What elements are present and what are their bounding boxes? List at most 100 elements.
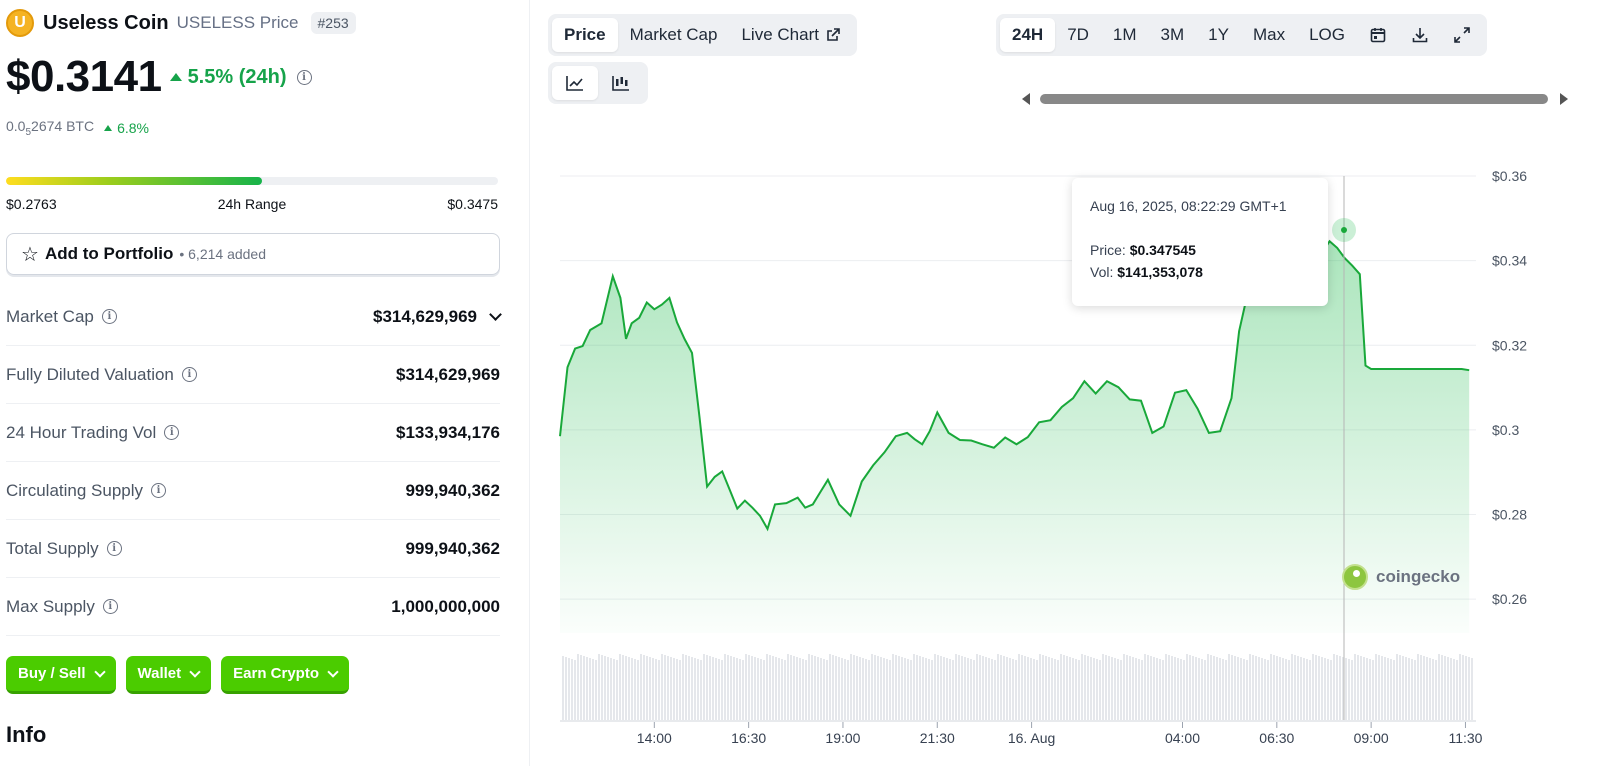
buy-sell-button[interactable]: Buy / Sell — [6, 656, 116, 694]
tab-live-chart[interactable]: Live Chart — [729, 18, 852, 52]
info-icon[interactable]: i — [181, 367, 197, 382]
volume-bar — [1354, 654, 1356, 720]
info-icon[interactable]: i — [164, 425, 180, 440]
volume-bar — [1183, 660, 1185, 720]
info-icon[interactable]: i — [296, 69, 312, 85]
volume-bar — [757, 658, 759, 720]
add-to-portfolio-button[interactable]: ☆ Add to Portfolio • 6,214 added — [6, 233, 500, 275]
volume-bar — [667, 656, 669, 720]
volume-bar — [613, 659, 615, 720]
chart-scrollbar[interactable] — [1022, 92, 1568, 105]
volume-bar — [1264, 659, 1266, 720]
range-7d-button[interactable]: 7D — [1067, 25, 1089, 44]
volume-bar — [1045, 656, 1047, 720]
volume-bar — [571, 659, 573, 720]
volume-bar — [1189, 655, 1191, 720]
volume-bar — [1123, 654, 1125, 720]
range-24h-button[interactable]: 24H — [1000, 18, 1056, 52]
wallet-button[interactable]: Wallet — [125, 656, 212, 694]
volume-bar — [1057, 660, 1059, 720]
info-icon[interactable]: i — [102, 599, 118, 614]
volume-bar — [871, 654, 873, 720]
volume-bar — [865, 659, 867, 720]
earn-crypto-button[interactable]: Earn Crypto — [221, 656, 350, 694]
tab-price[interactable]: Price — [552, 18, 618, 52]
volume-bar — [1240, 658, 1242, 720]
range-1y-button[interactable]: 1Y — [1208, 25, 1229, 44]
tab-market-cap[interactable]: Market Cap — [629, 25, 718, 44]
volume-bar — [814, 656, 816, 720]
volume-bar — [781, 659, 783, 720]
coin-info-panel: U Useless Coin USELESS Price #253 $0.314… — [0, 0, 530, 766]
stat-label: Max Supply — [6, 596, 95, 616]
volume-bar — [694, 658, 696, 720]
volume-bar — [1450, 658, 1452, 720]
volume-bar — [1351, 660, 1353, 720]
volume-bar — [1207, 654, 1209, 720]
info-icon[interactable]: i — [106, 541, 122, 556]
volume-bar — [1021, 655, 1023, 720]
download-button[interactable] — [1399, 18, 1441, 52]
fullscreen-icon — [1454, 27, 1470, 43]
y-tick-label: $0.34 — [1492, 253, 1527, 269]
volume-bar — [565, 657, 567, 720]
volume-bar — [829, 654, 831, 720]
scroll-right-arrow-icon[interactable] — [1560, 93, 1568, 105]
up-arrow-icon — [169, 73, 182, 81]
volume-bar — [1399, 655, 1401, 720]
stat-row-total-supply: Total Supply i 999,940,362 — [6, 520, 500, 578]
log-scale-button[interactable]: LOG — [1309, 25, 1345, 44]
volume-bar — [955, 654, 957, 720]
range-3m-button[interactable]: 3M — [1160, 25, 1185, 44]
volume-bar — [1303, 658, 1305, 720]
volume-bar — [919, 656, 921, 720]
volume-bar — [1192, 656, 1194, 720]
line-chart-button[interactable] — [552, 66, 598, 100]
volume-bar — [1195, 657, 1197, 720]
volume-bar — [1429, 658, 1431, 720]
volume-bar — [763, 660, 765, 720]
volume-bar — [1177, 658, 1179, 720]
live-chart-label: Live Chart — [741, 25, 819, 44]
candlestick-chart-button[interactable] — [598, 66, 644, 100]
fullscreen-button[interactable] — [1441, 18, 1483, 52]
volume-bar — [1315, 655, 1317, 720]
stat-label: 24 Hour Trading Vol — [6, 422, 157, 442]
range-low: $0.2763 — [6, 196, 57, 212]
volume-bar — [1423, 656, 1425, 720]
stat-row-circulating: Circulating Supply i 999,940,362 — [6, 462, 500, 520]
btc-price-row: 0.052674 BTC 6.8% — [6, 118, 149, 138]
volume-bar — [1246, 660, 1248, 720]
volume-bar — [727, 655, 729, 720]
volume-bar — [1384, 657, 1386, 720]
volume-bar — [838, 657, 840, 720]
calendar-button[interactable] — [1357, 18, 1399, 52]
info-icon[interactable]: i — [101, 309, 117, 324]
volume-bar — [1216, 657, 1218, 720]
volume-bar — [1255, 656, 1257, 720]
info-icon[interactable]: i — [151, 483, 167, 498]
volume-bar — [772, 656, 774, 720]
stat-label: Market Cap — [6, 306, 94, 326]
volume-bar — [1426, 657, 1428, 720]
volume-bar — [1285, 659, 1287, 720]
x-tick-label: 16. Aug — [1008, 730, 1056, 746]
volume-bar — [976, 654, 978, 720]
volume-bar — [1444, 656, 1446, 720]
btc-change-value: 6.8% — [117, 119, 149, 136]
volume-bar — [607, 657, 609, 720]
volume-bar — [1462, 655, 1464, 720]
volume-bar — [1165, 654, 1167, 720]
price-chart[interactable]: $0.36 $0.34 $0.32 $0.3 $0.28 $0.26 14:00 16:30… — [0, 150, 1600, 766]
scrollbar-thumb[interactable] — [1040, 94, 1548, 104]
volume-bar — [718, 659, 720, 720]
btc-change: 6.8% — [104, 120, 149, 136]
volume-bar — [736, 658, 738, 720]
scroll-left-arrow-icon[interactable] — [1022, 93, 1030, 105]
volume-bar — [604, 656, 606, 720]
range-1m-button[interactable]: 1M — [1112, 25, 1137, 44]
volume-bar — [1051, 658, 1053, 720]
range-max-button[interactable]: Max — [1252, 25, 1286, 44]
market-cap-dropdown[interactable]: $314,629,969 — [373, 307, 502, 327]
volume-bar — [1144, 654, 1146, 720]
